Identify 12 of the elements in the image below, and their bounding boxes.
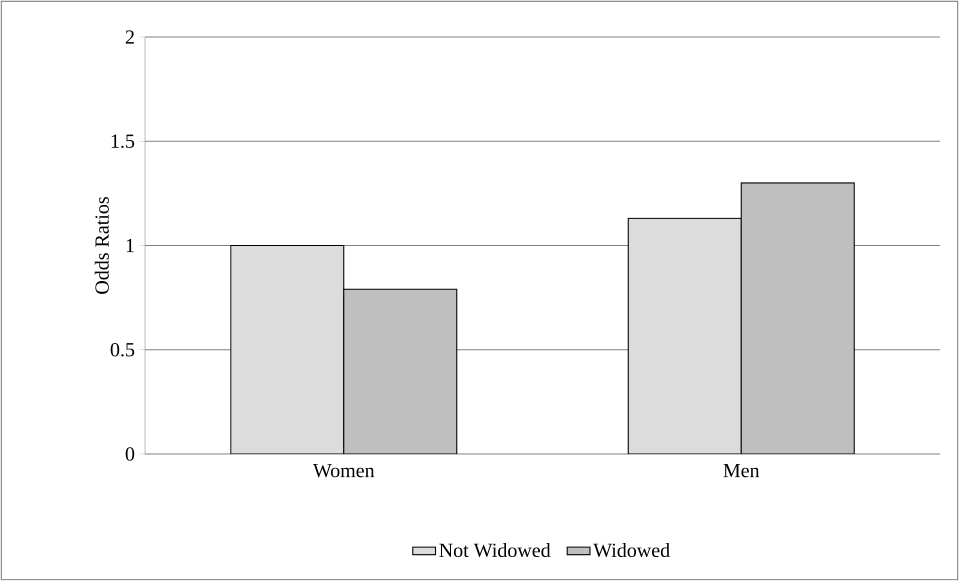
x-tick-label: Women — [312, 464, 374, 478]
bar — [628, 218, 742, 454]
y-tick-label: 1 — [126, 238, 134, 252]
y-axis-title: Odds Ratios — [94, 197, 109, 294]
y-tick-label: 0 — [126, 447, 134, 461]
legend-label: Widowed — [593, 542, 670, 558]
y-tick-label: 0.5 — [110, 342, 134, 357]
x-tick-label: Men — [724, 464, 760, 478]
bar — [230, 244, 344, 454]
y-tick-label: 1.5 — [112, 134, 134, 148]
legend-label: Not Widowed — [439, 542, 550, 558]
y-tick-label: 2 — [126, 30, 134, 44]
